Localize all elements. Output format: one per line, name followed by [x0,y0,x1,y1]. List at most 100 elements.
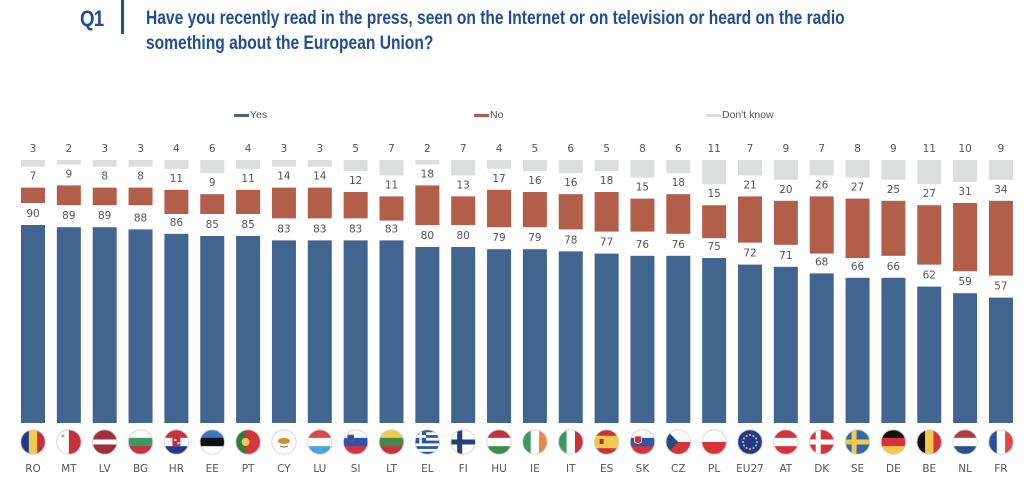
data-label-no: 8 [137,171,144,183]
data-label-dont-know: 7 [460,143,467,155]
data-label-yes: 83 [277,223,290,235]
data-label-dont-know: 6 [675,143,682,155]
data-label-yes: 80 [421,230,434,242]
flag-at-icon [773,429,799,455]
category-label: IE [530,463,540,475]
bar-no [666,194,691,234]
bar-no [953,203,978,272]
data-label-dont-know: 5 [532,143,539,155]
bar-dont-know [988,160,1013,180]
category-label: FI [459,463,468,475]
legend-yes: Yes [234,109,267,121]
bar-dont-know [415,160,440,165]
bar-no [271,187,296,219]
data-label-no: 15 [636,182,649,194]
flag-outline [271,429,297,455]
bar-dont-know [738,160,762,176]
data-label-no: 26 [815,179,829,191]
data-label-yes: 83 [385,223,398,235]
legend-swatch-dont-know [706,113,721,117]
flag-outline [880,429,907,455]
flag-lt-icon [379,429,404,455]
data-label-dont-know: 3 [281,143,288,155]
bar-no [307,187,332,219]
bar-no [415,185,440,225]
bar-no [92,187,117,206]
bar-group-be: 11 27 62 BE [917,143,942,475]
bar-yes [809,273,834,423]
bar-yes [522,249,547,423]
flag-outline [199,429,225,455]
data-label-yes: 79 [492,232,505,244]
bar-dont-know [809,160,834,176]
bar-yes [558,251,583,423]
category-label: CZ [671,463,686,475]
bar-no [630,198,655,232]
bar-yes [666,255,691,423]
bar-yes [451,247,476,423]
bar-group-es: 5 18 77 ES [594,143,619,475]
flag-outline [163,429,189,455]
category-label: SK [636,463,651,475]
bar-yes [236,236,261,423]
data-label-yes: 76 [636,239,650,251]
bar-yes [307,240,332,423]
category-label: PT [242,463,255,475]
bar-dont-know [953,160,978,182]
category-label: EL [421,463,434,475]
bar-group-pl: 11 15 75 PL [702,143,727,475]
flag-dk-icon [809,429,835,455]
flag-hr-icon [163,429,189,455]
bar-dont-know [379,160,404,176]
data-label-no: 16 [564,177,578,189]
flag-outline [593,429,620,455]
category-label: AT [779,463,792,475]
bar-group-de: 9 25 66 DE [881,143,906,475]
data-label-yes: 68 [815,256,828,268]
data-label-dont-know: 8 [639,143,646,155]
data-label-dont-know: 4 [496,143,503,155]
bar-group-lv: 3 8 89 LV [92,143,117,475]
bar-dont-know [236,160,261,169]
flag-outline [20,429,46,455]
bar-no [343,192,368,219]
bar-no [164,189,189,214]
question-number: Q1 [80,6,104,31]
bar-dont-know [271,160,296,167]
category-label: EU27 [736,463,764,475]
data-label-no: 15 [707,188,720,200]
data-label-yes: 66 [887,261,901,273]
bar-group-ee: 6 9 85 EE [200,143,225,475]
flag-bg-icon [128,429,154,455]
data-label-yes: 89 [98,210,111,222]
data-label-yes: 88 [134,212,147,224]
data-label-dont-know: 9 [783,143,790,155]
category-label: LV [99,463,112,475]
category-label: FR [994,463,1007,475]
bar-no [487,189,512,228]
bar-no [881,200,906,256]
data-label-dont-know: 2 [66,143,73,155]
bar-group-dk: 7 26 68 DK [809,143,834,475]
flag-outline [450,429,476,455]
bar-no [738,196,762,243]
legend-swatch-no [474,113,489,117]
data-label-no: 16 [528,175,542,187]
bar-group-it: 6 16 78 IT [558,143,583,475]
data-label-yes: 71 [779,250,792,262]
data-label-dont-know: 6 [209,143,216,155]
bar-group-se: 8 27 66 SE [845,143,870,475]
category-label: ES [600,463,614,475]
flag-pl-icon [701,429,727,455]
bar-yes [702,258,727,423]
bar-dont-know [773,160,798,180]
data-label-no: 11 [170,173,183,185]
data-label-dont-know: 5 [603,143,610,155]
category-label: SI [351,463,361,475]
data-label-dont-know: 4 [173,143,180,155]
flag-eu27-icon [737,429,763,455]
flag-outline [486,429,512,455]
data-label-yes: 83 [313,223,326,235]
data-label-no: 27 [923,188,936,200]
bar-group-mt: 2 9 89 MT [56,143,81,475]
